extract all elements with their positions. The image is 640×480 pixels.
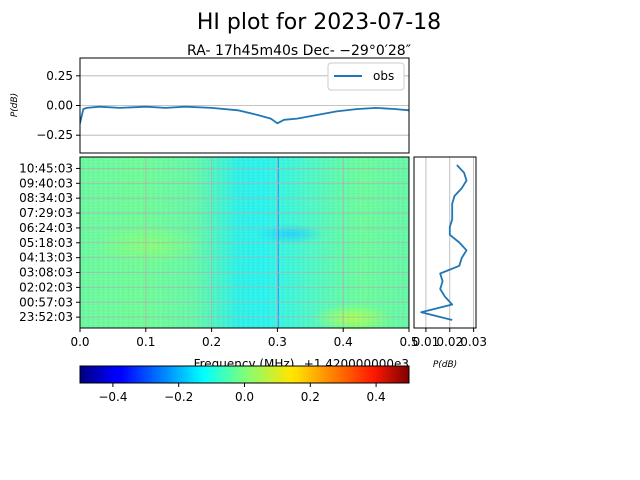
colorbar-tick-label: −0.2 — [164, 390, 193, 404]
heatmap-ytick-label: 10:45:03 — [19, 161, 73, 175]
time-series-xlabel: P(dB) — [433, 360, 457, 370]
heatmap-ytick-label: 07:29:03 — [19, 206, 73, 220]
spectrum-ytick-label: −0.25 — [36, 128, 73, 142]
heatmap-xtick-label: 0.1 — [136, 335, 155, 349]
time-series-xtick-label: 0.03 — [460, 335, 487, 349]
legend: obs — [327, 62, 405, 91]
heatmap-ytick-label: 03:08:03 — [19, 266, 73, 280]
time-series-xtick-label: 0.01 — [413, 335, 440, 349]
spectrum-ytick-label: 0.25 — [46, 69, 73, 83]
heatmap-xtick-label: 0.3 — [268, 335, 287, 349]
heatmap-xtick-label: 0.5 — [399, 335, 418, 349]
time-series-xtick-label: 0.02 — [436, 335, 463, 349]
heatmap-xtick-label: 0.4 — [334, 335, 353, 349]
heatmap-ytick-label: 04:13:03 — [19, 251, 73, 265]
colorbar-tick-label: 0.2 — [301, 390, 320, 404]
colorbar-tick-label: −0.4 — [98, 390, 127, 404]
colorbar-gradient — [79, 365, 410, 384]
spectrum-panel: 0.25 0.00 −0.25 P(dB) obs — [10, 57, 410, 154]
heatmap-xtick-label: 0.2 — [202, 335, 221, 349]
colorbar-tick-label: 0.0 — [235, 390, 254, 404]
heatmap-ytick-label: 00:57:03 — [19, 295, 73, 309]
waterfall-heatmap-panel: 0.0 0.1 0.2 0.3 0.4 0.5 10:45:0309:40:0308:34:… — [19, 156, 419, 371]
colorbar-tick-label: 0.4 — [367, 390, 386, 404]
chart-title: HI plot for 2023-07-18 — [197, 10, 441, 35]
colorbar: −0.4 −0.2 0.0 0.2 0.4 — [79, 365, 410, 404]
spectrum-series-obs — [80, 105, 409, 125]
heatmap-ytick-label: 05:18:03 — [19, 236, 73, 250]
time-series-axes-frame — [413, 156, 477, 329]
heatmap-ytick-label: 09:40:03 — [19, 176, 73, 190]
chart-subtitle: RA- 17h45m40s Dec- −29°0′28″ — [187, 43, 411, 59]
legend-box — [327, 62, 405, 91]
time-series-panel: 0.010.020.03 P(dB) — [413, 156, 487, 370]
heatmap-ytick-label: 06:24:03 — [19, 221, 73, 235]
time-series-line — [420, 164, 468, 321]
spectrum-ytick-label: 0.00 — [46, 99, 73, 113]
heatmap-xtick-label: 0.0 — [70, 335, 89, 349]
legend-label-obs: obs — [373, 69, 394, 83]
spectrum-ylabel: P(dB) — [10, 93, 20, 117]
heatmap-ytick-label: 08:34:03 — [19, 191, 73, 205]
heatmap-ytick-label: 02:02:03 — [19, 280, 73, 294]
heatmap-ytick-label: 23:52:03 — [19, 310, 73, 324]
